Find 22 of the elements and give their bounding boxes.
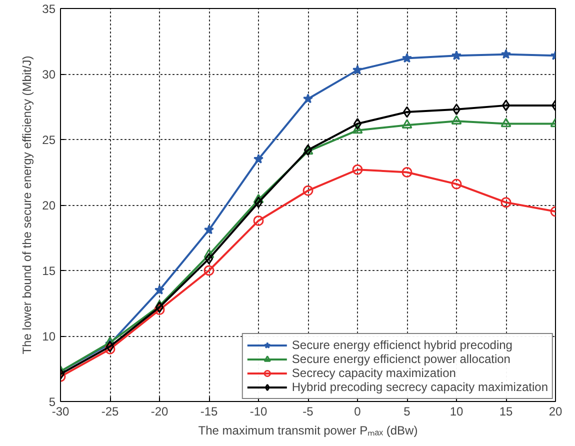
- x-tick-label: 5: [404, 404, 411, 418]
- x-tick-label: -20: [150, 404, 168, 418]
- x-tick-label: -15: [200, 404, 218, 418]
- x-tick-label: 15: [499, 404, 513, 418]
- y-axis-title: The lower bound of the secure energy efficiency (Mbit/J): [20, 56, 34, 354]
- x-axis-title: The maximum transmit power Pₘₐₓ (dBw): [198, 424, 418, 438]
- x-tick-label: -10: [250, 404, 268, 418]
- y-tick-label: 20: [42, 198, 56, 212]
- y-tick-label: 25: [42, 133, 56, 147]
- x-tick-label: -5: [302, 404, 314, 418]
- legend-label: Secrecy capacity maximization: [292, 366, 456, 380]
- legend-label: Secure energy efficienct power allocation: [292, 352, 510, 366]
- y-tick-label: 35: [42, 2, 56, 16]
- x-tick-label: 20: [548, 404, 562, 418]
- legend-label: Secure energy efficienct hybrid precoding: [292, 338, 512, 352]
- y-tick-label: 10: [42, 330, 56, 344]
- y-tick-label: 15: [42, 264, 56, 278]
- y-tick-label: 30: [42, 68, 56, 82]
- x-tick-label: 10: [450, 404, 464, 418]
- legend-label: Hybrid precoding secrecy capacity maximization: [292, 380, 548, 394]
- x-tick-label: -25: [101, 404, 119, 418]
- x-tick-label: 0: [354, 404, 362, 418]
